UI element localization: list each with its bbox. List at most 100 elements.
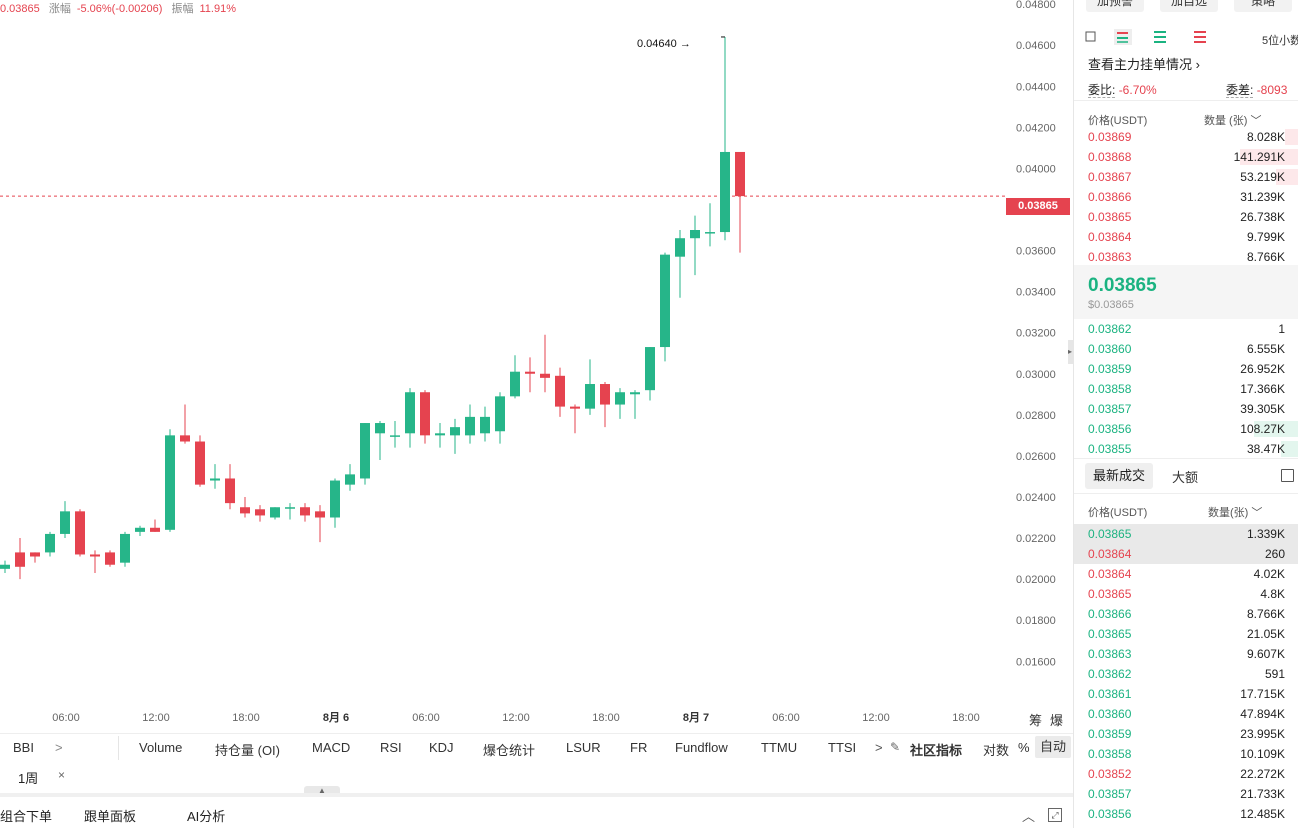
main-orders-link[interactable]: 查看主力挂单情况 › bbox=[1088, 57, 1200, 72]
candle bbox=[90, 550, 100, 573]
quantity: 6.555K bbox=[1246, 342, 1285, 356]
chevron-up-icon[interactable]: ︿ bbox=[1022, 809, 1036, 824]
liquidation-toggle[interactable]: 爆 bbox=[1050, 713, 1064, 728]
trade-row[interactable]: 0.03858 10.109K bbox=[1088, 744, 1298, 764]
candle bbox=[405, 388, 415, 448]
period-chip[interactable]: 1周 bbox=[18, 771, 39, 786]
indicator-volume[interactable]: Volume bbox=[139, 740, 183, 755]
indicator-fundflow[interactable]: Fundflow bbox=[675, 740, 728, 755]
bid-row[interactable]: 0.03855 38.47K bbox=[1088, 439, 1298, 459]
candle bbox=[660, 252, 670, 362]
y-tick-label: 0.01600 bbox=[1016, 656, 1056, 668]
trade-row[interactable]: 0.03866 8.766K bbox=[1088, 604, 1298, 624]
indicator-lsur[interactable]: LSUR bbox=[566, 740, 601, 755]
indicator-bbi[interactable]: BBI bbox=[13, 740, 34, 755]
indicator-ttmu[interactable]: TTMU bbox=[761, 740, 798, 755]
bids-view-icon[interactable] bbox=[1154, 31, 1166, 43]
y-tick-label: 0.03400 bbox=[1016, 287, 1056, 299]
candle bbox=[240, 496, 250, 518]
side-tools[interactable]: 筹爆 bbox=[1029, 710, 1071, 729]
trade-row[interactable]: 0.03862 591 bbox=[1088, 664, 1298, 684]
indicator-rsi[interactable]: RSI bbox=[380, 740, 402, 755]
ask-row[interactable]: 0.03869 8.028K bbox=[1088, 127, 1298, 147]
y-tick-label: 0.03600 bbox=[1016, 246, 1056, 258]
trade-row[interactable]: 0.03864 4.02K bbox=[1088, 564, 1298, 584]
trade-row[interactable]: 0.03863 9.607K bbox=[1088, 644, 1298, 664]
trade-row[interactable]: 0.03864 260 bbox=[1088, 544, 1298, 564]
trades-qty-header[interactable]: 数量(张) ﹀ bbox=[1208, 507, 1263, 519]
price: 0.03866 bbox=[1088, 190, 1132, 204]
candle bbox=[0, 560, 10, 573]
ask-row[interactable]: 0.03866 31.239K bbox=[1088, 187, 1298, 207]
add-watchlist-button[interactable]: 加自选 bbox=[1160, 0, 1218, 12]
auto-scale-button[interactable]: 自动 bbox=[1035, 736, 1071, 758]
copy-trade-tab[interactable]: 跟单面板 bbox=[84, 809, 137, 824]
candle bbox=[15, 538, 25, 580]
quantity: 8.766K bbox=[1246, 607, 1285, 621]
expand-view-icon[interactable] bbox=[1085, 31, 1096, 42]
ask-row[interactable]: 0.03863 8.766K bbox=[1088, 247, 1298, 267]
add-alert-button[interactable]: 加预警 bbox=[1086, 0, 1144, 12]
quantity: 1 bbox=[1278, 322, 1285, 336]
log-scale-toggle[interactable]: 对数 bbox=[983, 743, 1010, 758]
y-tick-label: 0.02400 bbox=[1016, 492, 1056, 504]
close-icon[interactable]: × bbox=[58, 768, 66, 782]
indicator-oi[interactable]: 持仓量 (OI) bbox=[215, 743, 280, 758]
tab-large-trades[interactable]: 大额 bbox=[1172, 470, 1199, 485]
asks-view-icon[interactable] bbox=[1194, 31, 1206, 43]
candlestick-chart[interactable]: 0.04800 0.04600 0.04400 0.04200 0.04000 0.038… bbox=[0, 0, 1073, 730]
edit-icon[interactable]: ✎ bbox=[890, 740, 901, 754]
book-view-toggles[interactable] bbox=[1084, 29, 1224, 45]
trade-row[interactable]: 0.03865 21.05K bbox=[1088, 624, 1298, 644]
percent-scale-toggle[interactable]: % bbox=[1018, 740, 1030, 755]
quantity: 8.766K bbox=[1246, 250, 1285, 264]
chip-distribution-toggle[interactable]: 筹 bbox=[1029, 713, 1043, 728]
panel-toggle-handle[interactable]: ▸ bbox=[1068, 340, 1074, 364]
bid-row[interactable]: 0.03857 39.305K bbox=[1088, 399, 1298, 419]
both-sides-view-icon[interactable] bbox=[1114, 29, 1132, 45]
chevron-right-icon[interactable]: > bbox=[875, 740, 883, 755]
bid-row[interactable]: 0.03862 1 bbox=[1088, 319, 1298, 339]
tab-latest-trades[interactable]: 最新成交 bbox=[1085, 463, 1153, 489]
bid-row[interactable]: 0.03856 108.27K bbox=[1088, 419, 1298, 439]
trade-row[interactable]: 0.03865 1.339K bbox=[1088, 524, 1298, 544]
trade-row[interactable]: 0.03856 12.485K bbox=[1088, 804, 1298, 824]
trade-row[interactable]: 0.03859 23.995K bbox=[1088, 724, 1298, 744]
combo-order-tab[interactable]: 组合下单 bbox=[0, 809, 53, 824]
strategy-button[interactable]: 策略 bbox=[1234, 0, 1292, 12]
indicator-macd[interactable]: MACD bbox=[312, 740, 351, 755]
collapse-handle[interactable]: ▲ bbox=[304, 786, 340, 796]
indicator-ttsi[interactable]: TTSI bbox=[828, 740, 857, 755]
bid-row[interactable]: 0.03860 6.555K bbox=[1088, 339, 1298, 359]
ask-row[interactable]: 0.03865 26.738K bbox=[1088, 207, 1298, 227]
quantity: 1.339K bbox=[1246, 527, 1285, 541]
community-indicators[interactable]: 社区指标 bbox=[910, 743, 963, 758]
indicator-fr[interactable]: FR bbox=[630, 740, 648, 755]
chevron-right-icon[interactable]: > bbox=[55, 740, 63, 755]
trade-row[interactable]: 0.03865 4.8K bbox=[1088, 584, 1298, 604]
filter-checkbox[interactable] bbox=[1281, 469, 1294, 482]
trade-row[interactable]: 0.03860 47.894K bbox=[1088, 704, 1298, 724]
trade-row[interactable]: 0.03861 17.715K bbox=[1088, 684, 1298, 704]
bid-row[interactable]: 0.03859 26.952K bbox=[1088, 359, 1298, 379]
y-tick-label: 0.02200 bbox=[1016, 533, 1056, 545]
bid-row[interactable]: 0.03858 17.366K bbox=[1088, 379, 1298, 399]
ask-row[interactable]: 0.03867 53.219K bbox=[1088, 167, 1298, 187]
trade-row[interactable]: 0.03852 22.272K bbox=[1088, 764, 1298, 784]
ai-analysis-tab[interactable]: AI分析 bbox=[187, 809, 226, 824]
depth-bar bbox=[1276, 169, 1298, 185]
y-tick-label: 0.02600 bbox=[1016, 451, 1056, 463]
indicator-kdj[interactable]: KDJ bbox=[429, 740, 454, 755]
book-qty-header[interactable]: 数量 (张) ﹀ bbox=[1204, 115, 1262, 127]
change-label: 涨幅 bbox=[48, 3, 71, 15]
indicator-liquidation[interactable]: 爆仓统计 bbox=[483, 743, 536, 758]
expand-icon[interactable]: ⤢ bbox=[1048, 808, 1062, 822]
candle bbox=[450, 418, 460, 454]
candle bbox=[390, 420, 400, 448]
precision-select[interactable]: 5位小数 bbox=[1262, 35, 1298, 47]
y-tick-label: 0.04600 bbox=[1016, 40, 1056, 52]
ask-row[interactable]: 0.03868 141.291K bbox=[1088, 147, 1298, 167]
trade-row[interactable]: 0.03857 21.733K bbox=[1088, 784, 1298, 804]
ask-row[interactable]: 0.03864 9.799K bbox=[1088, 227, 1298, 247]
indicator-bar: BBI > Volume 持仓量 (OI) MACD RSI KDJ 爆仓统计 … bbox=[0, 733, 1073, 762]
